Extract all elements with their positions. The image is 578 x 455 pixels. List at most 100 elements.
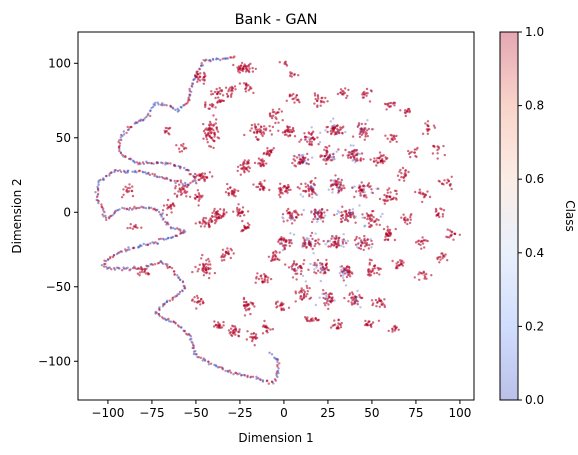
scatter-point	[268, 351, 271, 354]
scatter-point	[311, 317, 314, 320]
scatter-point	[426, 123, 429, 127]
scatter-point	[226, 247, 229, 250]
scatter-point	[254, 126, 257, 129]
scatter-point	[342, 184, 345, 187]
scatter-point	[249, 85, 252, 89]
scatter-point	[292, 260, 296, 263]
scatter-point	[341, 187, 344, 190]
scatter-point	[306, 140, 309, 143]
scatter-point	[130, 189, 133, 193]
scatter-point	[213, 133, 217, 136]
scatter-point	[97, 183, 100, 186]
scatter-point	[118, 149, 121, 153]
scatter-point	[346, 239, 350, 243]
scatter-point	[436, 148, 439, 152]
scatter-point	[106, 258, 110, 261]
scatter-point	[313, 209, 316, 212]
scatter-point	[310, 193, 314, 196]
scatter-point	[303, 259, 306, 262]
scatter-point	[379, 215, 382, 218]
scatter-point	[166, 266, 169, 270]
scatter-point	[210, 90, 213, 93]
scatter-point	[347, 88, 350, 92]
scatter-point	[276, 300, 279, 303]
scatter-point	[287, 128, 290, 131]
scatter-point	[122, 133, 126, 136]
scatter-point	[339, 126, 342, 129]
scatter-point	[198, 300, 201, 303]
scatter-point	[112, 253, 116, 257]
scatter-point	[149, 242, 152, 245]
scatter-point	[421, 132, 425, 135]
scatter-point	[262, 128, 266, 131]
scatter-point	[400, 216, 403, 219]
scatter-point	[284, 60, 287, 63]
scatter-point	[208, 107, 211, 110]
scatter-point	[300, 298, 304, 301]
scatter-point	[114, 169, 118, 172]
scatter-point	[169, 104, 172, 108]
scatter-point	[243, 307, 247, 310]
scatter-point	[361, 130, 364, 133]
scatter-point	[345, 213, 348, 216]
scatter-point	[316, 269, 320, 272]
scatter-point	[274, 116, 277, 119]
scatter-point	[391, 330, 394, 333]
scatter-point	[277, 240, 280, 244]
scatter-point	[423, 277, 426, 280]
scatter-point	[345, 272, 348, 275]
scatter-point	[346, 214, 349, 218]
scatter-point	[432, 144, 436, 148]
scatter-point	[361, 185, 365, 188]
scatter-point	[284, 190, 287, 193]
scatter-point	[442, 144, 445, 148]
scatter-point	[334, 174, 337, 177]
scatter-point	[309, 234, 312, 237]
scatter-point	[212, 146, 215, 150]
scatter-point	[395, 192, 398, 196]
scatter-point	[227, 252, 230, 256]
scatter-point	[316, 217, 319, 221]
scatter-point	[195, 75, 199, 79]
scatter-point	[204, 134, 208, 137]
scatter-point	[313, 94, 317, 97]
scatter-point	[332, 244, 336, 247]
scatter-point	[165, 223, 168, 226]
scatter-point	[392, 101, 396, 104]
scatter-point	[318, 209, 321, 212]
scatter-point	[215, 118, 218, 121]
scatter-point	[359, 239, 363, 242]
y-tick-label: 50	[56, 131, 71, 145]
scatter-point	[307, 162, 310, 166]
scatter-point	[366, 238, 369, 241]
scatter-point	[174, 227, 177, 231]
scatter-point	[153, 173, 157, 176]
scatter-point	[369, 89, 373, 92]
scatter-point	[311, 186, 315, 189]
scatter-point	[303, 138, 307, 141]
scatter-point	[287, 183, 290, 187]
colorbar-tick-label: 0.8	[525, 99, 544, 113]
scatter-point	[222, 320, 225, 324]
scatter-point	[307, 131, 310, 134]
scatter-point	[326, 209, 329, 212]
scatter-point	[386, 225, 389, 228]
scatter-point	[275, 372, 278, 375]
scatter-point	[182, 184, 185, 188]
scatter-point	[194, 193, 197, 197]
scatter-point	[307, 239, 311, 243]
scatter-point	[301, 155, 304, 158]
scatter-point	[220, 215, 224, 218]
scatter-point	[338, 272, 341, 275]
scatter-point	[403, 221, 407, 224]
scatter-point	[253, 305, 256, 308]
scatter-point	[200, 62, 203, 65]
scatter-point	[243, 162, 246, 165]
scatter-point	[388, 231, 391, 234]
scatter-point	[246, 222, 250, 225]
scatter-point	[271, 328, 275, 331]
scatter-point	[133, 205, 136, 208]
scatter-point	[194, 350, 197, 353]
scatter-point	[205, 271, 208, 275]
scatter-point	[317, 97, 320, 100]
